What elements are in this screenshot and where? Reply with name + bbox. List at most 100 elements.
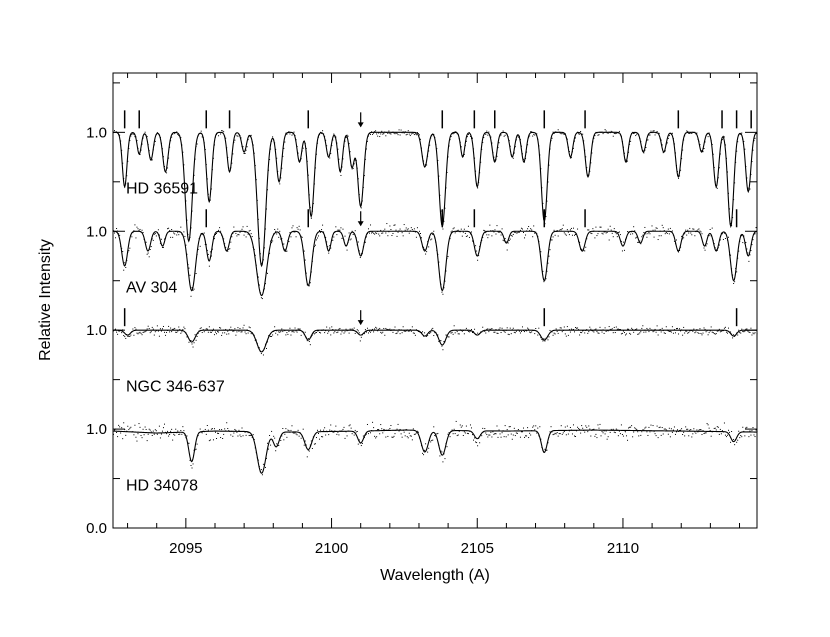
data-point	[626, 333, 628, 335]
data-point	[601, 232, 603, 234]
data-point	[499, 230, 501, 232]
data-point	[252, 246, 254, 248]
data-point	[453, 227, 455, 229]
data-point	[255, 452, 257, 454]
data-point	[261, 298, 263, 300]
data-point	[260, 353, 262, 355]
data-point	[710, 235, 712, 237]
data-point	[290, 131, 292, 133]
data-point	[523, 330, 524, 332]
data-point	[428, 150, 430, 152]
data-point	[589, 231, 591, 233]
data-point	[572, 328, 574, 330]
data-point	[363, 175, 365, 177]
data-point	[591, 233, 593, 235]
data-point	[272, 439, 274, 441]
data-point	[718, 433, 720, 435]
data-point	[359, 442, 361, 444]
data-point	[216, 438, 218, 439]
data-point	[521, 326, 523, 328]
data-point	[606, 438, 608, 440]
data-point	[120, 245, 122, 247]
data-point	[390, 229, 392, 230]
data-point	[526, 435, 528, 437]
data-point	[524, 161, 526, 163]
data-point	[331, 239, 333, 241]
data-point	[468, 331, 470, 333]
data-point	[677, 429, 679, 431]
data-point	[719, 428, 721, 430]
data-point	[425, 335, 427, 337]
data-point	[704, 328, 706, 330]
data-point	[735, 161, 737, 163]
data-point	[289, 133, 291, 135]
data-point	[534, 232, 536, 234]
data-point	[273, 233, 275, 235]
data-point	[437, 334, 439, 336]
data-point	[651, 132, 653, 134]
data-point	[287, 132, 289, 134]
y-tick-label: 1.0	[86, 421, 107, 438]
data-point	[156, 132, 158, 134]
data-point	[263, 348, 265, 350]
data-point	[503, 135, 505, 137]
data-point	[328, 434, 330, 436]
data-point	[195, 448, 197, 450]
data-point	[313, 333, 315, 335]
data-point	[708, 427, 710, 429]
data-point	[261, 474, 263, 476]
data-point	[406, 229, 408, 231]
data-point	[114, 232, 116, 234]
data-point	[244, 431, 246, 433]
data-point	[166, 331, 168, 333]
data-point	[705, 245, 707, 247]
data-point	[439, 194, 441, 196]
data-point	[130, 234, 132, 236]
data-point	[431, 439, 433, 441]
data-point	[141, 143, 143, 145]
data-point	[711, 331, 713, 333]
data-point	[678, 177, 680, 179]
data-point	[117, 333, 119, 335]
data-point	[622, 146, 624, 148]
data-point	[666, 232, 668, 234]
data-point	[226, 249, 228, 251]
data-point	[648, 134, 650, 136]
data-point	[717, 330, 719, 332]
data-point	[224, 332, 226, 334]
data-point	[177, 330, 179, 332]
data-point	[613, 132, 615, 134]
data-point	[235, 429, 237, 431]
data-point	[398, 129, 400, 131]
data-point	[201, 332, 203, 334]
data-point	[586, 238, 588, 240]
data-point	[270, 148, 272, 150]
data-point	[690, 429, 692, 431]
data-point	[730, 331, 732, 333]
data-point	[736, 441, 738, 443]
data-point	[461, 235, 463, 237]
data-point	[409, 435, 411, 437]
data-point	[610, 428, 612, 430]
data-point	[376, 133, 378, 135]
data-point	[115, 328, 117, 330]
data-point	[407, 437, 409, 439]
data-point	[401, 232, 403, 234]
data-point	[174, 434, 176, 436]
data-point	[417, 330, 419, 332]
data-point	[338, 434, 340, 436]
data-point	[695, 133, 697, 135]
data-point	[384, 334, 386, 336]
data-point	[726, 239, 728, 241]
data-point	[217, 331, 219, 333]
data-point	[340, 333, 342, 335]
data-point	[754, 436, 756, 438]
data-point	[293, 131, 295, 133]
data-point	[337, 148, 339, 150]
data-point	[517, 231, 519, 233]
data-point	[736, 150, 738, 152]
data-point	[586, 329, 588, 331]
data-point	[131, 134, 133, 136]
data-point	[482, 326, 484, 328]
data-point	[562, 224, 564, 226]
